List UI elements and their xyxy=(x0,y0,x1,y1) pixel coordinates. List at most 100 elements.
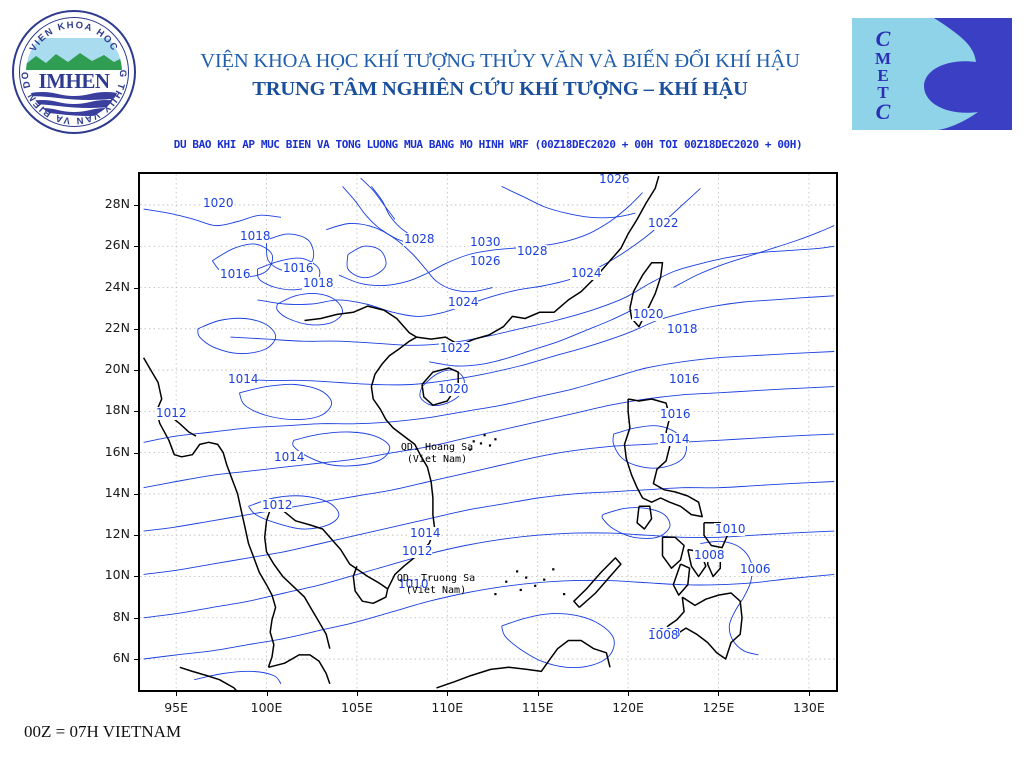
y-axis-tick xyxy=(134,493,140,495)
footer-note: 00Z = 07H VIETNAM xyxy=(24,722,182,741)
isobar-1012 xyxy=(143,481,835,575)
isobar-1010 xyxy=(601,507,671,539)
y-axis-tick xyxy=(134,370,140,372)
isobar-1006 xyxy=(700,540,759,656)
contour-label-1008: 1008 xyxy=(648,628,679,642)
coastline-path xyxy=(271,503,389,605)
weather-map-panel[interactable]: 1020 1018 1016 1016 1018 1022 1028 1030 1026 1028… xyxy=(138,172,838,692)
contour-label-1016: 1016 xyxy=(669,372,700,386)
island-dot xyxy=(494,592,497,596)
island-label-sub: (Viet Nam) xyxy=(407,454,467,465)
island-dot xyxy=(483,434,486,437)
y-axis-tick xyxy=(134,659,140,661)
cmetc-letter-2: E xyxy=(877,66,889,85)
island-dot xyxy=(494,438,497,441)
x-axis-tick xyxy=(808,690,810,696)
contour-label-1008: 1008 xyxy=(694,548,725,562)
logo-emblem: IMHEN xyxy=(26,24,122,120)
coastline-path xyxy=(179,666,237,690)
coastline-path xyxy=(263,503,331,649)
contour-label-1010: 1010 xyxy=(398,577,429,591)
isobar-1018 xyxy=(276,293,343,326)
contour-label-1006: 1006 xyxy=(740,562,771,576)
x-axis-label-100E: 100E xyxy=(250,700,283,715)
coastline-path xyxy=(436,639,611,689)
coastline-layer xyxy=(142,175,743,690)
cmetc-logo-shape xyxy=(852,18,1012,130)
island-dot xyxy=(505,580,508,583)
x-axis-label-110E: 110E xyxy=(431,700,464,715)
x-axis-label-95E: 95E xyxy=(164,700,189,715)
contour-label-halo xyxy=(647,217,678,230)
contour-label-halo xyxy=(469,255,500,268)
y-axis-label-12N: 12N xyxy=(104,526,130,542)
isobar-1022 xyxy=(429,309,632,367)
contour-label-1014: 1014 xyxy=(228,372,259,386)
island-dot xyxy=(472,440,475,443)
contour-label-1028: 1028 xyxy=(517,244,548,258)
island-label-title: QD. Truong Sa xyxy=(397,573,475,584)
contour-label-halo xyxy=(447,296,478,309)
isobar-1008 xyxy=(194,670,282,685)
island-dot xyxy=(516,570,519,573)
y-axis-tick xyxy=(134,328,140,330)
contour-label-1014: 1014 xyxy=(410,526,441,540)
title-block: VIỆN KHOA HỌC KHÍ TƯỢNG THỦY VĂN VÀ BIẾN… xyxy=(150,50,850,102)
contour-label-halo xyxy=(714,523,745,536)
contour-label-1018: 1018 xyxy=(240,229,271,243)
island-dot xyxy=(479,442,483,445)
island-dot xyxy=(543,578,546,581)
isobar-1016 xyxy=(197,317,277,355)
isobar-1020 xyxy=(143,208,282,227)
y-axis-label-18N: 18N xyxy=(104,402,130,418)
contour-label-halo xyxy=(219,268,250,281)
coastline-path xyxy=(268,654,331,685)
contour-label-1020: 1020 xyxy=(633,307,664,321)
isobar-1012 xyxy=(248,495,340,530)
contour-label-halo xyxy=(202,197,233,210)
isobar-1020 xyxy=(230,295,835,386)
contour-label-1012: 1012 xyxy=(262,498,293,512)
y-axis-label-20N: 20N xyxy=(104,361,130,377)
x-axis-tick xyxy=(356,690,358,696)
contour-label-1020: 1020 xyxy=(203,196,234,210)
contour-label-halo xyxy=(437,383,468,396)
isobar-1024 xyxy=(673,225,835,288)
contour-label-halo xyxy=(401,545,432,558)
map-title: DU BAO KHI AP MUC BIEN VA TONG LUONG MUA… xyxy=(173,138,803,151)
x-axis-tick xyxy=(176,690,178,696)
contour-label-1024: 1024 xyxy=(571,266,602,280)
contour-label-halo xyxy=(516,245,547,258)
x-axis-label-130E: 130E xyxy=(792,700,825,715)
contour-label-1024: 1024 xyxy=(448,295,479,309)
contour-label-halo xyxy=(397,578,428,591)
y-axis-label-8N: 8N xyxy=(112,608,130,624)
y-axis-label-6N: 6N xyxy=(112,650,130,666)
y-axis-tick xyxy=(134,576,140,578)
contour-label-halo xyxy=(666,323,697,336)
isobar-1026 xyxy=(338,192,643,287)
isobar-1008 xyxy=(143,573,835,660)
contour-label-1014: 1014 xyxy=(659,432,690,446)
island-dot xyxy=(488,444,492,447)
logo-ring-text: VIEN KHOA HOC KHI TUONG THUY VAN VA BIEN… xyxy=(12,10,127,126)
contour-label-1020: 1020 xyxy=(438,382,469,396)
island-dot xyxy=(519,588,522,592)
contour-label-halo xyxy=(302,277,333,290)
y-axis-label-28N: 28N xyxy=(104,195,130,211)
coastline-path xyxy=(636,505,653,530)
contour-label-1022: 1022 xyxy=(440,341,471,355)
y-axis-label-26N: 26N xyxy=(104,237,130,253)
contour-label-1018: 1018 xyxy=(303,276,334,290)
contour-label-halo xyxy=(227,373,258,386)
cmetc-letter-1: M xyxy=(874,49,892,68)
cmetc-letter-3: T xyxy=(877,83,889,102)
contour-label-1022: 1022 xyxy=(648,216,679,230)
isobar-1030 xyxy=(346,245,387,279)
coastline-path xyxy=(672,563,691,596)
isobar-1028 xyxy=(326,223,493,293)
coastline-path xyxy=(623,398,703,518)
y-axis-label-10N: 10N xyxy=(104,567,130,583)
coastline-path xyxy=(703,522,729,549)
